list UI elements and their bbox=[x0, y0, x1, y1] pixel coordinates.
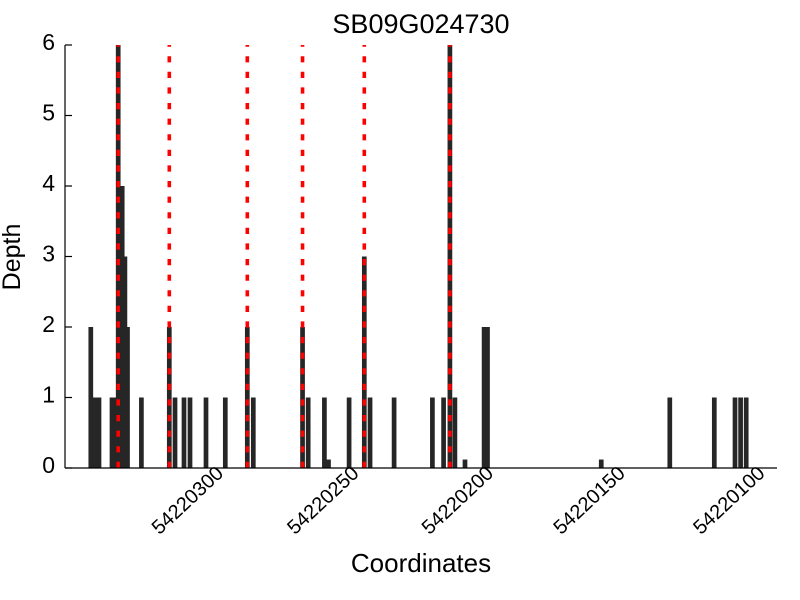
svg-text:6: 6 bbox=[42, 29, 55, 55]
svg-text:2: 2 bbox=[42, 311, 55, 337]
svg-text:0: 0 bbox=[42, 452, 55, 478]
svg-text:4: 4 bbox=[42, 170, 55, 196]
svg-text:Depth: Depth bbox=[0, 224, 26, 291]
svg-text:5: 5 bbox=[42, 100, 55, 126]
svg-text:1: 1 bbox=[42, 382, 55, 408]
svg-text:3: 3 bbox=[42, 241, 55, 267]
svg-text:SB09G024730: SB09G024730 bbox=[332, 9, 509, 39]
svg-text:Coordinates: Coordinates bbox=[351, 548, 491, 578]
